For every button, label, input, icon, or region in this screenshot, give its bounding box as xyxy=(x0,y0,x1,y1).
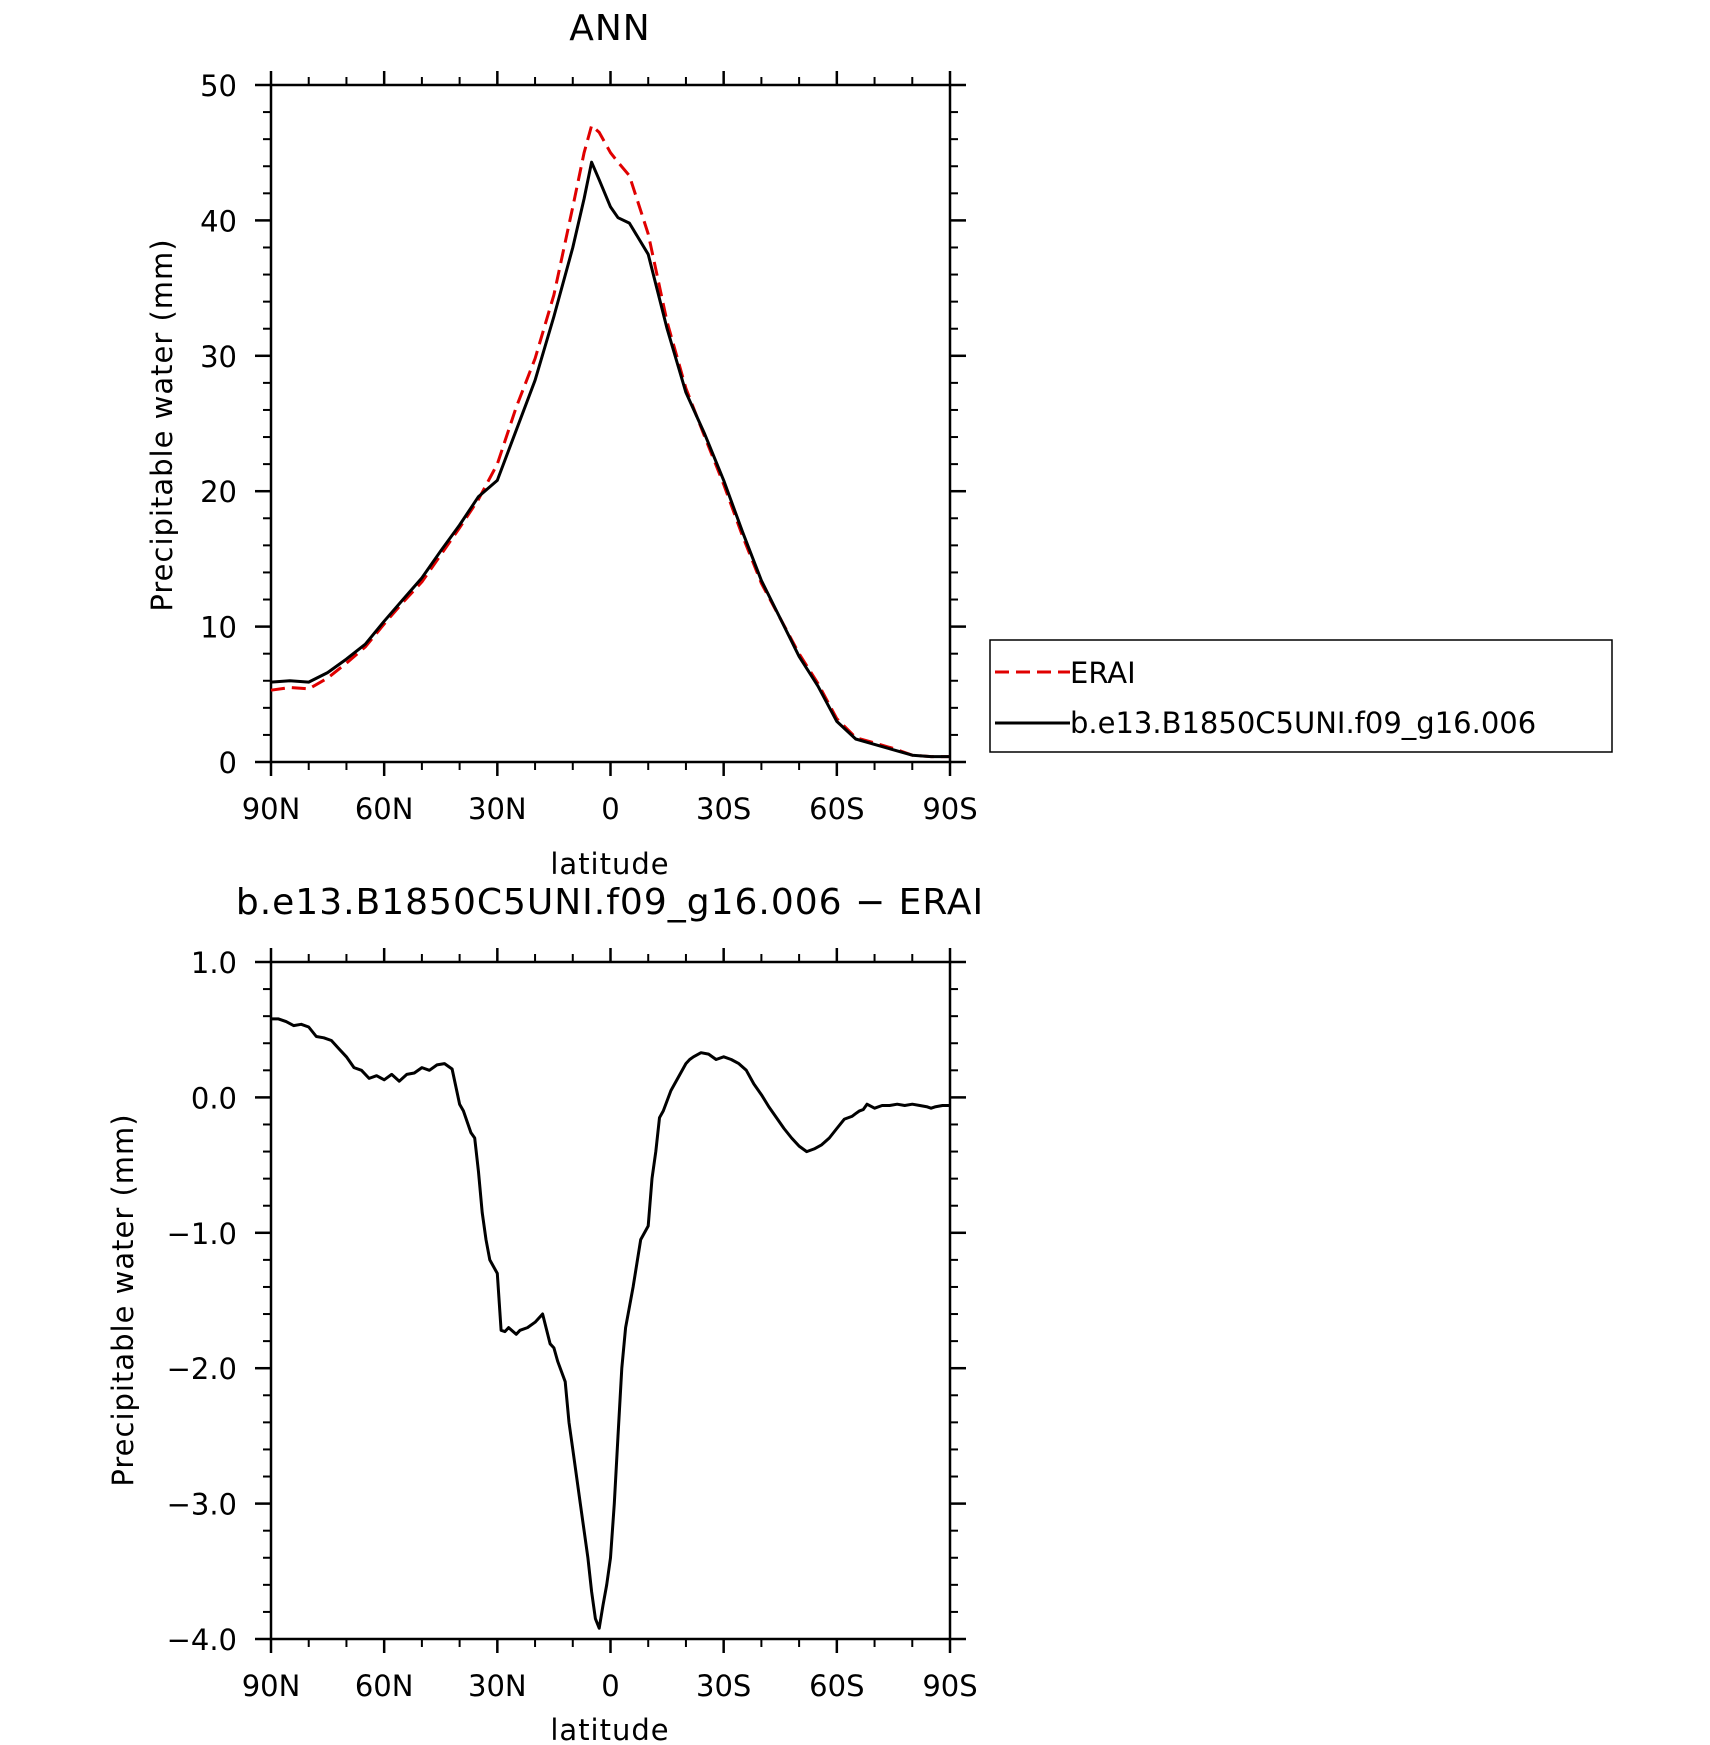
y-tick-label: 30 xyxy=(200,340,237,374)
top-y-ticks: 0 10 20 30 40 50 xyxy=(200,69,966,780)
bottom-panel: b.e13.B1850C5UNI.f09_g16.006 − ERAI 90N 6… xyxy=(106,882,984,1745)
x-tick-label: 30S xyxy=(696,792,751,826)
x-tick-label: 60S xyxy=(809,792,864,826)
x-tick-label: 60N xyxy=(355,792,414,826)
x-tick-label: 30N xyxy=(468,792,527,826)
x-tick-label: 30S xyxy=(696,1669,751,1703)
y-tick-label: 50 xyxy=(200,69,237,103)
bottom-y-ticks: 1.0 0.0 −1.0 −2.0 −3.0 −4.0 xyxy=(167,946,966,1657)
top-chart-title: ANN xyxy=(569,8,651,49)
y-tick-label: 40 xyxy=(200,204,237,238)
top-plot-frame xyxy=(269,83,952,764)
y-tick-label: −1.0 xyxy=(167,1217,237,1251)
x-tick-label: 90S xyxy=(922,792,977,826)
x-tick-label: 90N xyxy=(242,1669,301,1703)
y-tick-label: −2.0 xyxy=(167,1352,237,1386)
top-series xyxy=(270,124,950,759)
x-tick-label: 90S xyxy=(922,1669,977,1703)
top-panel: ANN 90N 60N 30N 0 30S 60S 90S 0 10 20 30 40 50 lati… xyxy=(145,8,978,881)
y-tick-label: 0 xyxy=(219,746,237,780)
legend: ERAI b.e13.B1850C5UNI.f09_g16.006 xyxy=(989,639,1613,753)
legend-erai-label: ERAI xyxy=(1070,656,1136,690)
y-tick-label: −3.0 xyxy=(167,1488,237,1522)
x-tick-label: 30N xyxy=(468,1669,527,1703)
top-y-axis-label: Precipitable water (mm) xyxy=(145,238,179,611)
bottom-x-ticks: 90N 60N 30N 0 30S 60S 90S xyxy=(242,948,978,1703)
top-series-line-1 xyxy=(270,160,950,759)
bottom-chart-title: b.e13.B1850C5UNI.f09_g16.006 − ERAI xyxy=(236,882,984,923)
y-tick-label: 1.0 xyxy=(191,946,237,980)
y-tick-label: 0.0 xyxy=(191,1081,237,1115)
y-tick-label: 10 xyxy=(200,611,237,645)
bottom-series xyxy=(271,1017,950,1630)
bottom-y-axis-label: Precipitable water (mm) xyxy=(106,1113,140,1486)
x-tick-label: 60N xyxy=(355,1669,414,1703)
x-tick-label: 0 xyxy=(601,792,619,826)
y-tick-label: −4.0 xyxy=(167,1623,237,1657)
top-x-axis-label: latitude xyxy=(550,847,669,881)
legend-model-label: b.e13.B1850C5UNI.f09_g16.006 xyxy=(1070,706,1536,740)
x-tick-label: 60S xyxy=(809,1669,864,1703)
x-tick-label: 90N xyxy=(242,792,301,826)
x-tick-label: 0 xyxy=(601,1669,619,1703)
top-x-ticks: 90N 60N 30N 0 30S 60S 90S xyxy=(242,71,978,826)
bottom-x-axis-label: latitude xyxy=(550,1713,669,1745)
top-series-line-0 xyxy=(270,124,950,759)
y-tick-label: 20 xyxy=(200,475,237,509)
bottom-series-line-0 xyxy=(271,1017,950,1630)
legend-box xyxy=(989,639,1613,753)
